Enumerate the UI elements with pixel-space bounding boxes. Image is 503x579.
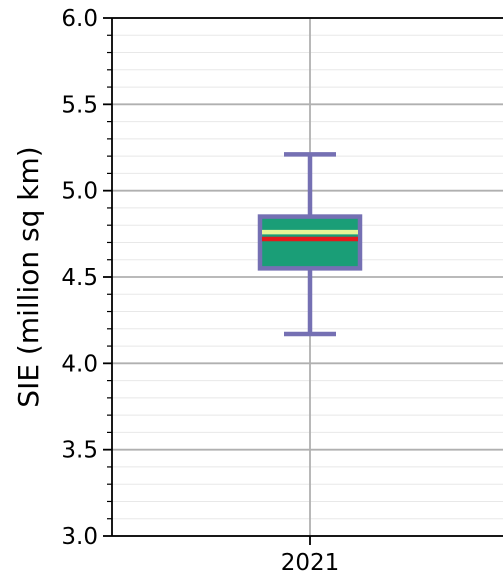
y-tick-label: 3.5 xyxy=(61,438,98,464)
major-grid xyxy=(112,17,503,537)
x-tick-label: 2021 xyxy=(281,550,340,576)
y-axis-label: SIE (million sq km) xyxy=(12,146,45,407)
y-tick-label: 6.0 xyxy=(61,6,98,32)
iqr-box xyxy=(257,214,363,271)
y-tick-label: 5.0 xyxy=(61,179,98,205)
y-tick-label: 4.5 xyxy=(61,265,98,291)
y-tick-label: 5.5 xyxy=(61,92,98,118)
box-series xyxy=(257,152,363,337)
x-ticks: 2021 xyxy=(281,536,340,576)
y-tick-label: 4.0 xyxy=(61,351,98,377)
y-ticks: 3.0 3.5 4.0 4.5 5.0 5.5 6.0 xyxy=(61,6,112,550)
y-tick-label: 3.0 xyxy=(61,524,98,550)
